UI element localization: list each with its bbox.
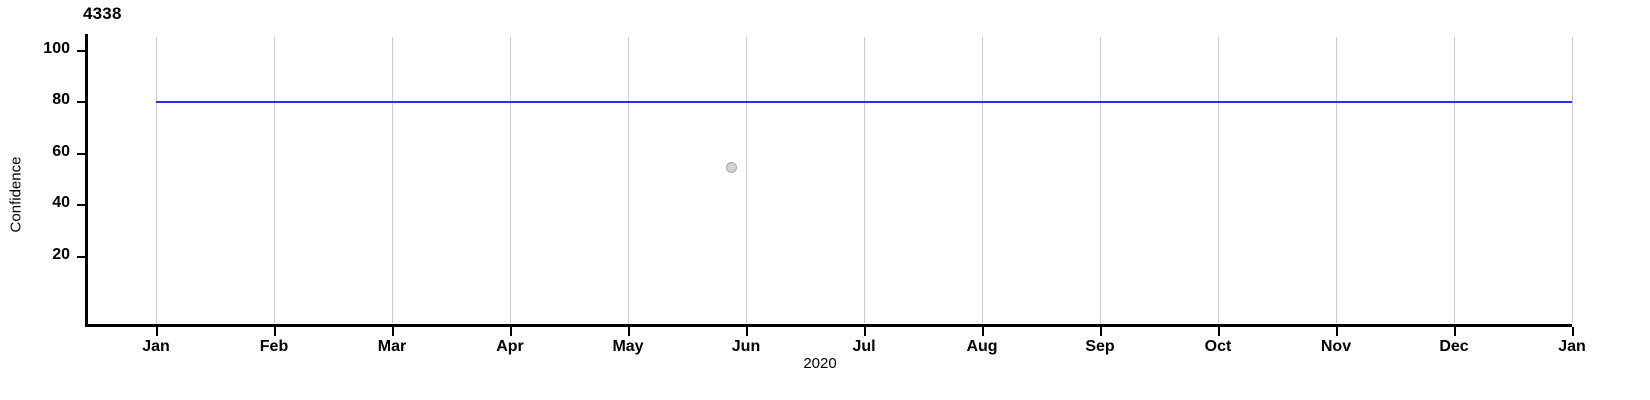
x-tick-mark bbox=[1218, 327, 1220, 336]
gridline-vertical bbox=[1218, 37, 1219, 323]
x-tick-label: Jan bbox=[142, 338, 170, 355]
y-tick-label-wrap: 80 bbox=[8, 91, 70, 108]
x-tick-mark bbox=[156, 327, 158, 336]
y-tick-mark bbox=[77, 152, 86, 155]
x-tick-label: Feb bbox=[259, 338, 289, 355]
y-tick-label-wrap: 60 bbox=[8, 143, 70, 160]
y-tick-mark bbox=[77, 49, 86, 52]
gridline-vertical bbox=[510, 37, 511, 323]
gridline-vertical bbox=[864, 37, 865, 323]
x-axis-title: 2020 bbox=[803, 355, 837, 372]
x-tick-label: Aug bbox=[966, 338, 998, 355]
x-tick-label: Jan bbox=[1558, 338, 1586, 355]
y-tick-label: 100 bbox=[43, 39, 70, 57]
gridline-vertical bbox=[1572, 37, 1573, 323]
x-tick-mark bbox=[1100, 327, 1102, 336]
gridline-vertical bbox=[982, 37, 983, 323]
y-tick-label: 60 bbox=[52, 142, 70, 160]
gridline-vertical bbox=[628, 37, 629, 323]
x-tick-mark bbox=[392, 327, 394, 336]
x-tick-label: Jul bbox=[852, 338, 876, 355]
y-tick-label: 20 bbox=[52, 245, 70, 263]
x-tick-mark bbox=[746, 327, 748, 336]
gridline-vertical bbox=[274, 37, 275, 323]
y-tick-label: 40 bbox=[52, 194, 70, 211]
x-tick-mark bbox=[510, 327, 512, 336]
y-tick-label-wrap: 20 bbox=[8, 246, 70, 263]
y-tick-label-wrap: 40 bbox=[8, 194, 70, 211]
y-tick-mark bbox=[77, 255, 86, 258]
x-tick-mark bbox=[864, 327, 866, 336]
chart-title: 4338 bbox=[83, 4, 122, 23]
gridline-vertical bbox=[746, 37, 747, 323]
threshold-line bbox=[156, 101, 1572, 103]
gridline-vertical bbox=[1336, 37, 1337, 323]
y-tick-mark bbox=[77, 204, 86, 206]
y-tick-label-wrap: 100 bbox=[8, 40, 70, 57]
x-tick-label: Dec bbox=[1439, 338, 1469, 355]
x-tick-mark bbox=[1336, 327, 1338, 336]
x-tick-mark bbox=[1572, 327, 1574, 336]
y-tick-label: 80 bbox=[52, 91, 70, 108]
data-point[interactable] bbox=[726, 162, 738, 174]
x-axis-line bbox=[85, 324, 1572, 327]
x-tick-mark bbox=[628, 327, 630, 336]
x-tick-mark bbox=[274, 327, 276, 336]
gridline-vertical bbox=[392, 37, 393, 323]
x-tick-label: May bbox=[612, 338, 644, 355]
x-tick-label: Nov bbox=[1320, 338, 1352, 355]
x-tick-label: Jun bbox=[731, 338, 761, 355]
x-tick-label: Mar bbox=[377, 338, 407, 355]
y-axis-line bbox=[85, 34, 88, 326]
x-tick-mark bbox=[982, 327, 984, 336]
x-tick-mark bbox=[1454, 327, 1456, 336]
x-tick-label: Sep bbox=[1085, 338, 1115, 355]
x-tick-label: Apr bbox=[496, 338, 524, 355]
gridline-vertical bbox=[1454, 37, 1455, 323]
x-tick-label: Oct bbox=[1204, 338, 1232, 355]
gridline-vertical bbox=[156, 37, 157, 323]
gridline-vertical bbox=[1100, 37, 1101, 323]
y-tick-mark bbox=[77, 101, 86, 103]
